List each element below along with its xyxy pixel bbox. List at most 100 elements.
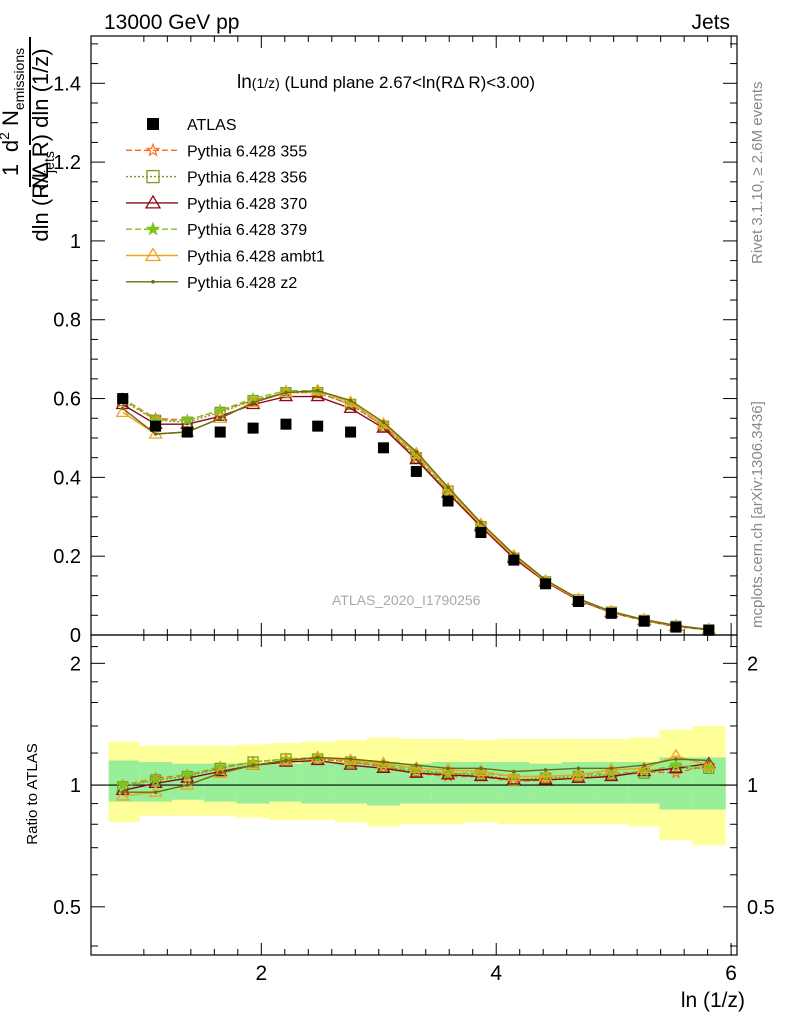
ratio-y-tick-label: 0.5 bbox=[53, 897, 81, 919]
marker-dot bbox=[315, 388, 320, 393]
marker-triangle bbox=[278, 385, 294, 398]
ylabel-numerator: d2 Nemissions bbox=[0, 48, 27, 152]
marker-dot bbox=[414, 763, 419, 767]
stat-band-bin bbox=[236, 763, 271, 804]
marker-dot bbox=[414, 449, 419, 454]
marker-triangle bbox=[409, 761, 424, 773]
atlas-data-point bbox=[540, 578, 552, 590]
marker-star bbox=[669, 766, 683, 779]
legend-label: Pythia 6.428 370 bbox=[187, 196, 307, 213]
marker-star bbox=[637, 764, 651, 778]
legend: ATLAS Pythia 6.428 355 Pythia 6.428 356 Pyt… bbox=[126, 117, 325, 292]
marker-dot bbox=[120, 406, 125, 411]
marker-dot bbox=[153, 432, 158, 436]
marker-triangle bbox=[144, 194, 162, 209]
y-tick-label: 0.4 bbox=[53, 467, 81, 489]
y-tick-label: 0 bbox=[70, 625, 81, 647]
stat-band-bin bbox=[269, 763, 302, 802]
marker-dot bbox=[251, 763, 255, 767]
x-tick-label: 2 bbox=[255, 962, 267, 985]
marker-star bbox=[145, 221, 161, 236]
atlas-data-point bbox=[377, 442, 389, 454]
marker-triangle bbox=[506, 769, 521, 782]
marker-star bbox=[116, 778, 130, 791]
marker-triangle bbox=[144, 247, 162, 262]
atlas-data-point bbox=[280, 418, 292, 430]
marker-dot bbox=[218, 416, 222, 421]
marker-dot bbox=[674, 757, 678, 761]
marker-triangle bbox=[310, 750, 325, 763]
marker-dot bbox=[381, 420, 386, 424]
marker-dot bbox=[315, 755, 320, 760]
marker-triangle bbox=[376, 416, 391, 429]
marker-dot bbox=[284, 390, 288, 395]
atlas-data-point bbox=[410, 465, 422, 477]
legend-label: Pythia 6.428 355 bbox=[187, 143, 307, 160]
ratio-y-tick-label: 2 bbox=[70, 653, 81, 675]
marker-dot bbox=[707, 758, 711, 763]
legend-label: Pythia 6.428 ambt1 bbox=[187, 249, 325, 266]
stat-band-bin bbox=[497, 762, 530, 804]
marker-triangle bbox=[343, 401, 358, 414]
marker-dot bbox=[185, 783, 190, 787]
marker-star bbox=[279, 385, 293, 399]
atlas-data-point bbox=[247, 422, 259, 434]
y-tick-label: 1 bbox=[70, 231, 81, 253]
marker-dot bbox=[284, 758, 288, 763]
marker-triangle bbox=[213, 409, 228, 421]
marker-triangle bbox=[440, 481, 456, 494]
marker-triangle bbox=[538, 769, 553, 782]
y-tick-label: 1.2 bbox=[53, 152, 81, 174]
main-title: ln(1/z) (Lund plane 2.67<ln(RΔ R)<3.00) bbox=[237, 72, 535, 93]
y-tick-label: 1.4 bbox=[53, 73, 81, 95]
rivet-label: Rivet 3.1.10, ≥ 2.6M events bbox=[749, 82, 766, 265]
marker-dot bbox=[381, 760, 386, 764]
ratio-series bbox=[120, 755, 711, 795]
legend-label: Pythia 6.428 379 bbox=[187, 222, 307, 239]
marker-dot bbox=[446, 485, 450, 490]
x-tick-label: 6 bbox=[725, 962, 737, 985]
atlas-data-point bbox=[670, 621, 682, 633]
series-layer bbox=[115, 383, 716, 801]
marker-triangle bbox=[473, 764, 489, 777]
marker-dot bbox=[576, 766, 581, 771]
ratio-y-tick-label-right: 1 bbox=[747, 775, 758, 797]
atlas-data-point bbox=[214, 426, 226, 438]
analysis-watermark: ATLAS_2020_I1790256 bbox=[332, 592, 481, 608]
marker-star bbox=[181, 768, 194, 781]
marker-dot bbox=[512, 769, 516, 774]
ratio-y-tick-label: 1 bbox=[70, 775, 81, 797]
marker-triangle bbox=[310, 389, 325, 402]
ratio-ylabel: Ratio to ATLAS bbox=[24, 743, 41, 844]
marker-dot bbox=[479, 520, 483, 525]
marker-dot bbox=[153, 790, 158, 795]
ratio-y-tick-label-right: 0.5 bbox=[747, 897, 775, 919]
ylabel-denominator: dln (R/Δ R) dln (1/z) bbox=[28, 48, 53, 241]
marker-dot bbox=[120, 790, 125, 795]
marker-triangle bbox=[637, 761, 652, 773]
y-tick-label: 0.6 bbox=[53, 389, 81, 411]
marker-dot bbox=[348, 398, 353, 403]
atlas-data-point bbox=[703, 624, 715, 636]
marker-star bbox=[539, 773, 552, 786]
stat-band-bin bbox=[334, 762, 368, 804]
marker-triangle bbox=[310, 383, 325, 396]
atlas-data-point bbox=[475, 527, 487, 539]
atlas-data-point bbox=[638, 615, 650, 627]
marker-star bbox=[149, 773, 163, 786]
marker-star bbox=[441, 766, 455, 779]
legend-label: Pythia 6.428 356 bbox=[187, 170, 307, 187]
title-sub: (1/z) bbox=[252, 75, 280, 91]
y-tick-label: 0.8 bbox=[53, 310, 81, 332]
atlas-data-point bbox=[345, 426, 357, 438]
marker-triangle bbox=[115, 788, 130, 801]
atlas-data-point bbox=[572, 596, 584, 608]
mcplots-label: mcplots.cern.ch [arXiv:1306.3436] bbox=[749, 401, 766, 628]
header-left: 13000 GeV pp bbox=[104, 11, 239, 34]
atlas-data-point bbox=[181, 426, 193, 438]
y-tick-label: 0.2 bbox=[53, 546, 81, 568]
marker-triangle bbox=[409, 446, 424, 459]
marker-square bbox=[146, 169, 160, 184]
marker-dot bbox=[218, 771, 222, 775]
